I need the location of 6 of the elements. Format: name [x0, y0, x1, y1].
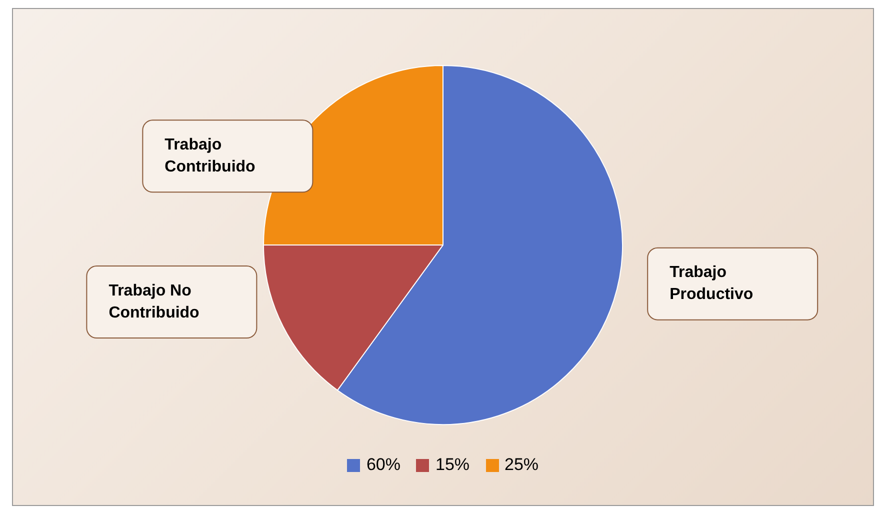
text: Trabajo No Contribuido: [108, 282, 200, 322]
legend-label: 25%: [504, 455, 539, 475]
text: Trabajo Contribuido: [164, 136, 256, 176]
slice-label: 60%: [366, 455, 400, 475]
legend-label: 15%: [435, 455, 470, 475]
text: Trabajo Productivo: [670, 264, 754, 304]
